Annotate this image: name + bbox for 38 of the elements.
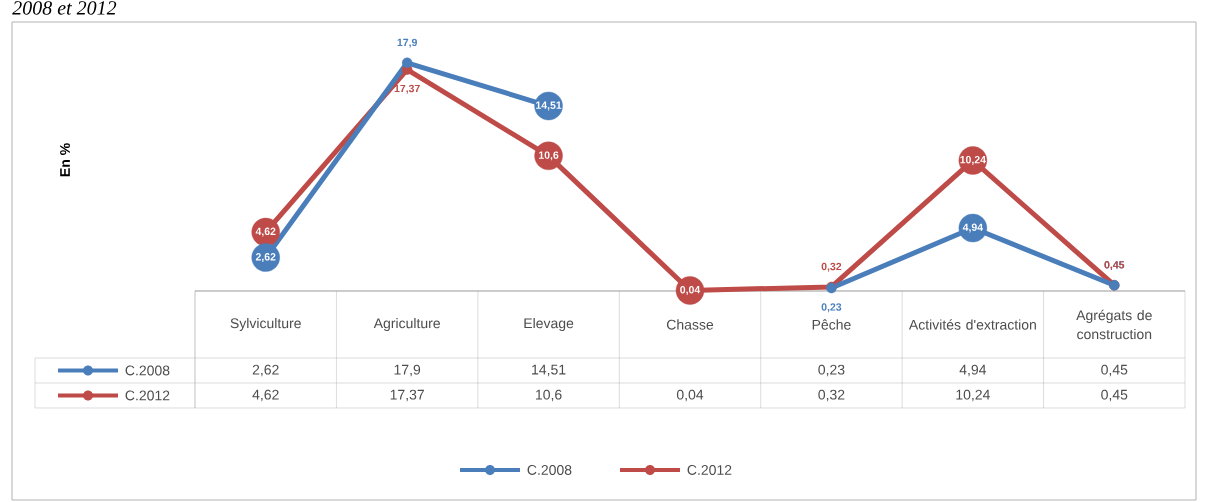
text: 17,9 (397, 38, 417, 48)
data-label: 10,24 (956, 389, 990, 402)
legend-label: C.2012 (125, 390, 170, 401)
text: 14,51 (536, 101, 562, 111)
text: 2,62 (255, 253, 276, 263)
text: C.2012 (687, 465, 732, 475)
data-label: 10,6 (536, 389, 562, 402)
text: En % (60, 143, 70, 177)
text: 0,45 (1104, 261, 1125, 271)
text: 0,23 (821, 303, 842, 313)
text: 10,24 (960, 155, 986, 165)
text: 0,04 (680, 286, 701, 295)
x-tick-label: Pêche (812, 319, 851, 330)
text: 4,94 (962, 223, 983, 233)
text: C.2008 (527, 465, 572, 475)
chart-title: 2008 et 2012 (12, 1, 117, 15)
data-label: 2,62 (252, 364, 279, 377)
x-tick-label: Activités d'extraction (908, 319, 1036, 330)
x-tick-label: Agriculture (373, 317, 440, 332)
data-label: 17,37 (390, 389, 424, 402)
text: 10,6 (539, 151, 559, 161)
text: 0,32 (821, 262, 842, 272)
x-tick-label: Sylviculture (230, 317, 301, 332)
x-tick-label: Elevage (524, 317, 574, 332)
data-label: 0,32 (818, 389, 845, 402)
text: 4,62 (255, 227, 276, 237)
data-label: 0,04 (676, 389, 704, 402)
text: 17,37 (394, 84, 420, 94)
data-label: 0,45 (1101, 364, 1128, 377)
data-label: 4,62 (252, 389, 279, 402)
data-label: 14,51 (532, 364, 566, 377)
x-tick-label: Chasse (666, 319, 714, 330)
legend-label: C.2008 (125, 365, 170, 376)
data-label: 4,94 (959, 364, 987, 377)
data-label: 0,23 (818, 364, 845, 377)
data-label: 17,9 (394, 364, 421, 377)
x-tick-label: Agrégats de construction (1076, 309, 1152, 340)
data-label: 0,45 (1101, 389, 1128, 402)
